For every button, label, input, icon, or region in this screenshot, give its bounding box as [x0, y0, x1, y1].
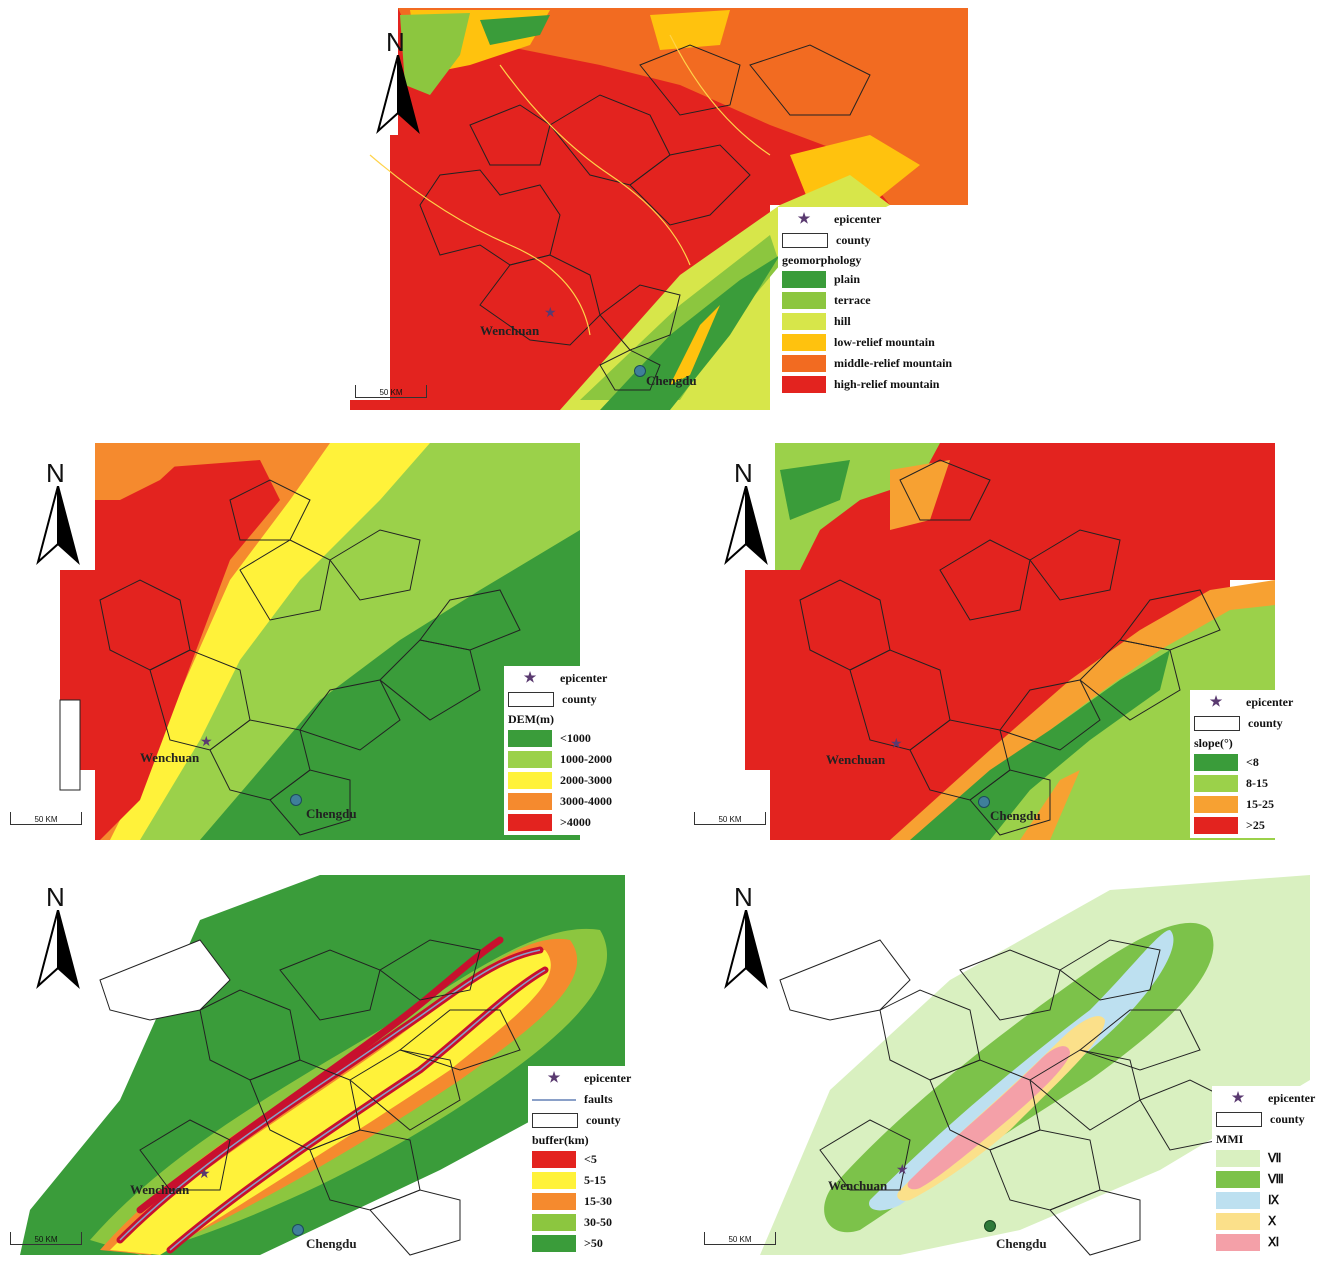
slope-legend: ★ epicenter county slope(°) <8 8-15 15-25… [1190, 690, 1298, 838]
chengdu-dot-icon [292, 1224, 304, 1236]
chengdu-dot-icon [978, 796, 990, 808]
epicenter-star-icon: ★ [797, 212, 811, 227]
geomorphology-legend: ★ epicenter county geomorphology plain te… [778, 207, 957, 397]
geomorphology-map: N 50 KM Wenchuan ★ Chengdu ★ epicenter co… [350, 5, 980, 410]
north-arrow-icon: N [370, 27, 430, 137]
slope-map-canvas [745, 443, 1275, 840]
fault-buffer-map-canvas [20, 875, 625, 1256]
scale-bar: 50 KM [694, 812, 766, 825]
epicenter-star-icon: ★ [896, 1163, 909, 1178]
place-label-chengdu: Chengdu [996, 1236, 1047, 1251]
place-label-chengdu: Chengdu [306, 1236, 357, 1251]
epicenter-star-icon: ★ [1231, 1091, 1245, 1106]
fault-line-icon [532, 1098, 576, 1101]
buffer-legend: ★ epicenter faults county buffer(km) <5 5… [528, 1066, 636, 1256]
north-arrow-icon: N [30, 458, 90, 568]
north-arrow-icon: N [718, 458, 778, 568]
slope-map: N 50 KM Wenchuan ★ Chengdu ★ epicenter co… [690, 440, 1315, 850]
scale-bar: 50 KM [10, 1232, 82, 1245]
fault-buffer-map: N 50 KM Wenchuan ★ Chengdu ★ epicenter fa… [0, 870, 640, 1265]
chengdu-dot-icon [290, 794, 302, 806]
mmi-map: N 50 KM Wenchuan ★ Chengdu ★ epicenter co… [690, 870, 1320, 1265]
place-label-wenchuan: Wenchuan [130, 1182, 190, 1197]
place-label-chengdu: Chengdu [306, 806, 357, 821]
north-arrow-icon: N [718, 882, 778, 992]
place-label-wenchuan: Wenchuan [480, 323, 540, 338]
epicenter-star-icon: ★ [198, 1167, 211, 1182]
dem-map: N 50 KM Wenchuan ★ Chengdu ★ epicenter co… [0, 440, 640, 850]
place-label-chengdu: Chengdu [990, 808, 1041, 823]
place-label-chengdu: Chengdu [646, 373, 697, 388]
epicenter-star-icon: ★ [523, 671, 537, 686]
north-arrow-icon: N [30, 882, 90, 992]
place-label-wenchuan: Wenchuan [140, 750, 200, 765]
place-label-wenchuan: Wenchuan [828, 1178, 888, 1193]
dem-legend: ★ epicenter county DEM(m) <1000 1000-2000… [504, 666, 616, 835]
scale-bar: 50 KM [355, 385, 427, 398]
mmi-legend: ★ epicenter county MMI Ⅶ Ⅷ Ⅸ Ⅹ Ⅺ [1212, 1086, 1320, 1255]
scale-bar: 50 KM [704, 1232, 776, 1245]
place-label-wenchuan: Wenchuan [826, 752, 886, 767]
epicenter-star-icon: ★ [1209, 695, 1223, 710]
scale-bar: 50 KM [10, 812, 82, 825]
epicenter-star-icon: ★ [890, 737, 903, 752]
epicenter-star-icon: ★ [200, 735, 213, 750]
geomorphology-map-canvas [350, 8, 968, 410]
epicenter-star-icon: ★ [544, 306, 557, 321]
dem-map-canvas [59, 443, 580, 840]
epicenter-star-icon: ★ [547, 1071, 561, 1086]
mmi-map-canvas [760, 875, 1310, 1256]
chengdu-dot-icon [634, 365, 646, 377]
chengdu-dot-icon [984, 1220, 996, 1232]
